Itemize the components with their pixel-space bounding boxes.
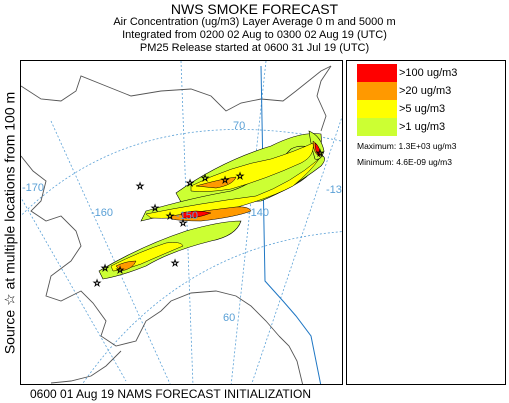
release-info: PM25 Release started at 0600 31 Jul 19 (…: [139, 42, 370, 54]
legend-swatch-100: [357, 64, 397, 82]
source-star-icon: ☆: [221, 176, 229, 186]
legend-swatch-1: [357, 118, 397, 136]
source-star-icon: ☆: [201, 174, 209, 184]
source-star-icon: ☆: [186, 179, 194, 189]
source-star-icon: ☆: [136, 182, 144, 192]
legend-label-100: >100 ug/m3: [399, 67, 458, 79]
lat60-label: 60: [223, 312, 235, 324]
smoke-level-100: [180, 142, 321, 219]
legend-label-20: >20 ug/m3: [399, 85, 452, 97]
lon150-label: -150: [176, 210, 198, 222]
legend-label-5: >5 ug/m3: [399, 103, 446, 115]
legend-label-1: >1 ug/m3: [399, 121, 446, 133]
map-canvas: ☆ ☆ ☆ ☆ ☆ ☆ ☆ ☆ ☆ ☆ ☆ ☆ ☆ 70 60 -170 -16…: [21, 61, 343, 384]
lon130-line: [251, 115, 342, 384]
lon160-line: [50, 120, 171, 384]
legend-item-1: >1 ug/m3: [357, 118, 445, 136]
legend-swatch-5: [357, 100, 397, 118]
lat70-line: [21, 129, 342, 217]
source-star-icon: ☆: [101, 264, 109, 274]
legend-item-20: >20 ug/m3: [357, 82, 451, 100]
lon130-label: -130: [326, 184, 343, 196]
coastline: [21, 65, 332, 384]
lon140-line: [230, 61, 267, 384]
legend-swatch-20: [357, 82, 397, 100]
source-star-icon: ☆: [316, 149, 324, 159]
source-star-icon: ☆: [166, 212, 174, 222]
lon170-line: [21, 196, 127, 382]
source-star-icon: ☆: [116, 266, 124, 276]
source-star-icon: ☆: [93, 279, 101, 289]
source-star-icon: ☆: [236, 172, 244, 182]
forecast-title: NWS SMOKE FORECAST: [170, 1, 339, 17]
source-label-container: Source ☆ at multiple locations from 100 …: [0, 60, 20, 385]
legend-item-100: >100 ug/m3: [357, 64, 457, 82]
smoke-map: ☆ ☆ ☆ ☆ ☆ ☆ ☆ ☆ ☆ ☆ ☆ ☆ ☆ 70 60 -170 -16…: [20, 60, 343, 385]
maximum-value: Maximum: 1.3E+03 ug/m3: [357, 141, 457, 151]
source-star-icon: ☆: [151, 204, 159, 214]
lat60-line: [81, 231, 342, 384]
lat70-label: 70: [233, 120, 245, 132]
concentration-description: Air Concentration (ug/m3) Layer Average …: [113, 16, 396, 28]
integration-period: Integrated from 0200 02 Aug to 0300 02 A…: [122, 29, 387, 41]
lon140-label: -140: [247, 207, 269, 219]
source-star-icon: ☆: [179, 219, 187, 229]
source-label: Source ☆ at multiple locations from 100 …: [1, 91, 18, 354]
map-grid: [21, 61, 342, 384]
country-border: [260, 65, 322, 384]
source-star-icon: ☆: [171, 259, 179, 269]
lon170-label: -170: [22, 182, 44, 194]
lon160-label: -160: [91, 207, 113, 219]
minimum-value: Minimum: 4.6E-09 ug/m3: [357, 157, 452, 167]
smoke-level-5: [110, 142, 320, 272]
legend-item-5: >5 ug/m3: [357, 100, 445, 118]
source-stars: ☆ ☆ ☆ ☆ ☆ ☆ ☆ ☆ ☆ ☆ ☆ ☆ ☆: [93, 149, 325, 290]
forecast-initialization: 0600 01 Aug 19 NAMS FORECAST INITIALIZAT…: [30, 387, 311, 401]
legend: >100 ug/m3 >20 ug/m3 >5 ug/m3 >1 ug/m3 M…: [346, 60, 506, 385]
